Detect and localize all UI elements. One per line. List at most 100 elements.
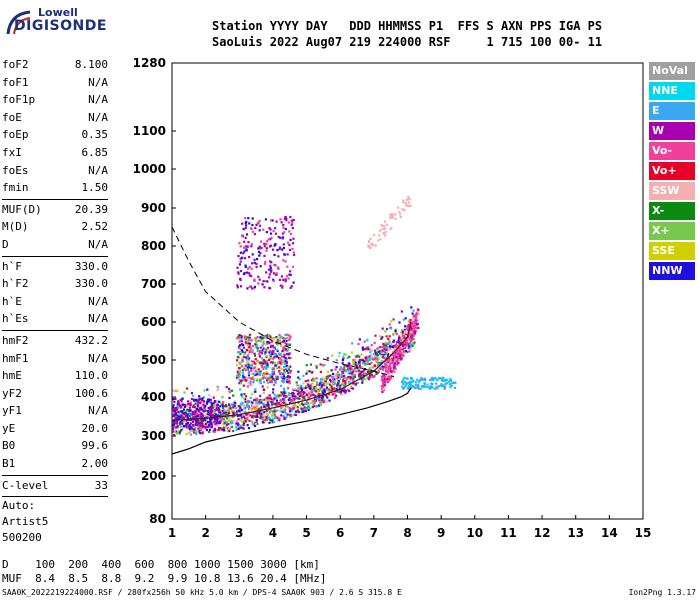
echo-point	[412, 337, 415, 341]
echo-point	[196, 429, 199, 432]
echo-point	[269, 232, 273, 235]
echo-point	[391, 369, 394, 372]
echo-point	[345, 370, 348, 373]
echo-point	[189, 422, 193, 425]
echo-point	[358, 359, 361, 362]
echo-point	[249, 396, 252, 399]
echo-point	[383, 377, 386, 381]
echo-point	[238, 346, 241, 349]
echo-point	[261, 349, 264, 352]
echo-point	[409, 326, 413, 329]
echo-point	[181, 403, 184, 406]
echo-point	[263, 262, 266, 265]
echo-point	[222, 401, 225, 404]
echo-point	[301, 387, 305, 390]
echo-point	[435, 382, 438, 385]
echo-point	[408, 320, 411, 323]
echo-point	[282, 243, 285, 246]
echo-point	[234, 401, 237, 405]
echo-point	[244, 400, 247, 403]
header-line-2: SaoLuis 2022 Aug07 219 224000 RSF 1 715 …	[212, 35, 603, 49]
echo-point	[263, 415, 266, 418]
echo-point	[429, 378, 432, 382]
electron-density-profile	[171, 387, 412, 455]
echo-point	[340, 386, 343, 389]
echo-point	[251, 401, 254, 404]
echo-point	[289, 365, 292, 368]
echo-point	[217, 408, 221, 411]
echo-point	[409, 348, 412, 351]
param-value: 8.100	[74, 58, 108, 71]
echo-point	[346, 356, 349, 359]
echo-point	[236, 286, 239, 289]
echo-point	[233, 411, 236, 414]
echo-point	[281, 355, 284, 358]
echo-point	[332, 375, 335, 378]
echo-point	[399, 338, 402, 341]
echo-point	[349, 372, 352, 375]
echo-point	[382, 373, 385, 376]
echo-point	[406, 328, 409, 331]
logo	[4, 6, 124, 40]
echo-point	[200, 408, 203, 411]
legend-entry: SSW	[649, 182, 695, 200]
echo-point	[244, 264, 247, 267]
echo-point	[291, 393, 294, 396]
echo-point	[208, 428, 212, 431]
echo-point	[174, 407, 177, 410]
echo-point	[403, 376, 406, 379]
echo-point	[240, 338, 243, 341]
echo-point	[337, 380, 340, 383]
echo-point	[231, 404, 234, 407]
echo-point	[334, 373, 337, 376]
echo-point	[362, 360, 365, 363]
echo-point	[248, 337, 251, 341]
echo-point	[227, 418, 230, 421]
echo-point	[259, 381, 262, 384]
echo-point	[383, 346, 386, 349]
echo-point	[268, 399, 271, 402]
echo-point	[258, 401, 261, 404]
echo-point	[225, 386, 228, 389]
echo-point	[240, 395, 244, 398]
echo-point	[225, 423, 228, 426]
echo-point	[177, 415, 180, 418]
echo-point	[268, 227, 271, 230]
echo-point	[246, 360, 250, 363]
echo-point	[449, 378, 452, 381]
echo-point	[228, 416, 231, 419]
echo-point	[376, 362, 379, 365]
echo-point	[270, 338, 273, 341]
echo-point	[190, 414, 193, 417]
echo-point	[279, 400, 282, 403]
echo-point	[203, 419, 207, 423]
echo-point	[200, 421, 203, 424]
echo-point	[275, 220, 278, 223]
echo-point	[270, 400, 273, 403]
echo-point	[255, 407, 258, 410]
echo-point	[264, 364, 267, 367]
echo-point	[176, 425, 179, 428]
echo-point	[387, 366, 390, 369]
param-name: foE	[2, 110, 22, 124]
echo-point	[280, 275, 284, 278]
echo-point	[211, 412, 214, 415]
echo-point	[177, 406, 180, 409]
param-value: N/A	[88, 294, 108, 308]
param-name: yF1	[2, 404, 22, 418]
echo-point	[265, 416, 268, 419]
echo-point	[378, 357, 381, 360]
echo-point	[409, 385, 412, 388]
echo-point	[219, 417, 223, 421]
echo-point	[254, 398, 257, 401]
echo-point	[383, 227, 386, 230]
echo-point	[187, 422, 190, 425]
echo-point	[176, 427, 179, 430]
echo-point	[228, 411, 231, 414]
echo-point	[272, 410, 275, 413]
echo-point	[453, 386, 457, 389]
echo-point	[406, 326, 409, 329]
echo-point	[271, 350, 275, 353]
echo-point	[350, 386, 353, 390]
echo-point	[376, 358, 379, 361]
